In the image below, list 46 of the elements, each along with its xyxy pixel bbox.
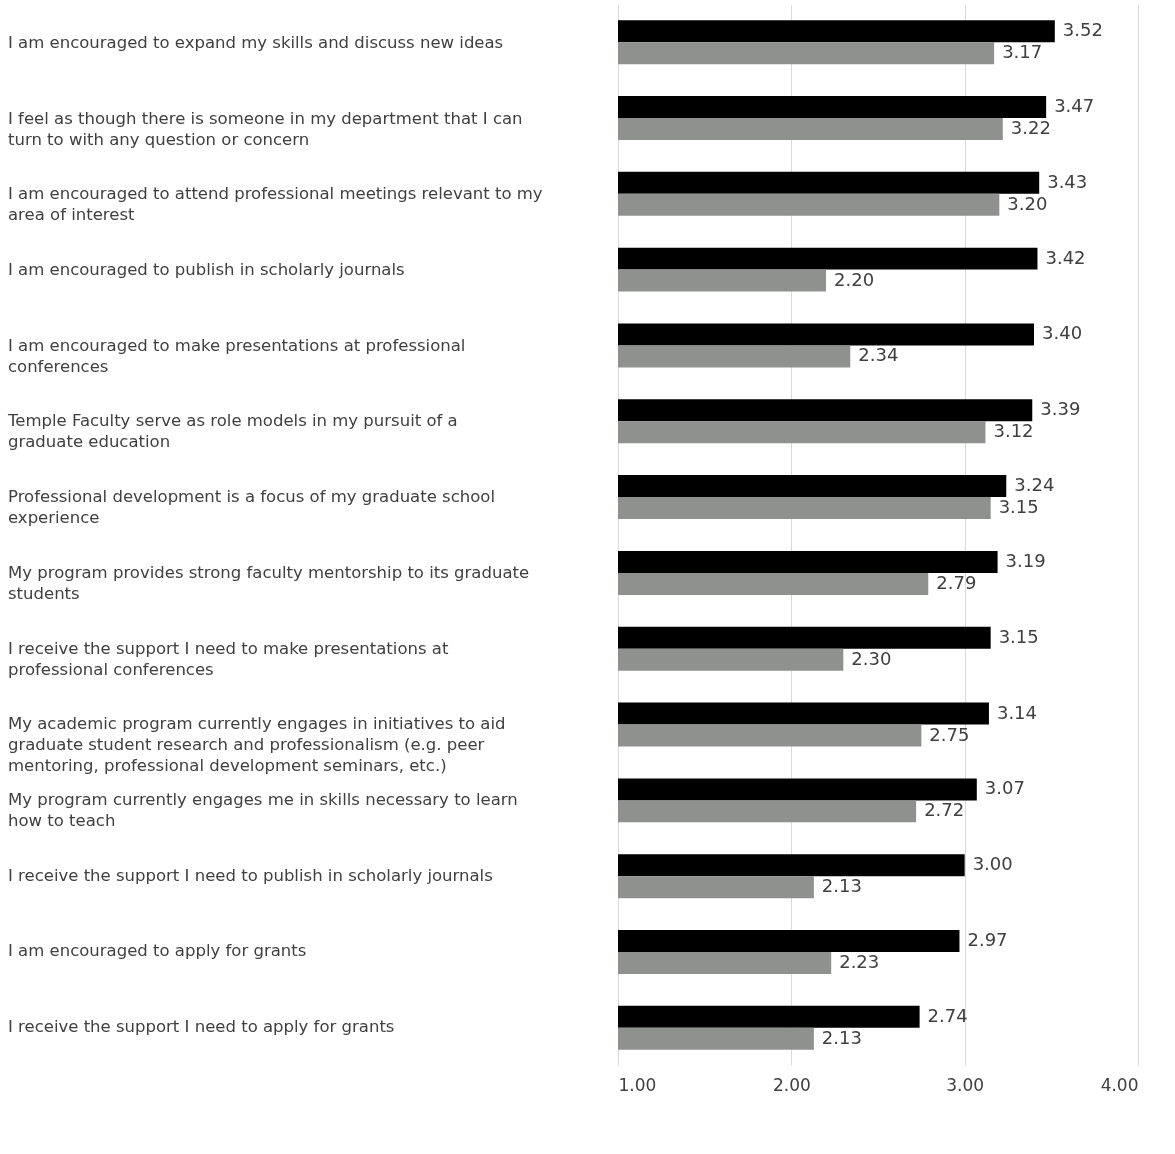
y-tick-label: Professional development is a focus of my graduate school experience: [8, 487, 495, 528]
y-tick-label: I am encouraged to publish in scholarly journals: [8, 260, 405, 279]
data-label: 3.15: [998, 496, 1039, 518]
data-label: 2.30: [851, 647, 892, 669]
y-tick-label: I am encouraged to apply for grants: [8, 941, 307, 961]
x-tick-label: 2.00: [772, 1074, 811, 1095]
data-label: 3.20: [1007, 192, 1048, 214]
data-label: 2.75: [929, 723, 970, 745]
data-label: 2.13: [821, 875, 862, 897]
data-label: 3.52: [1062, 19, 1103, 41]
data-label: 3.12: [993, 420, 1034, 442]
data-label: 3.19: [1005, 549, 1046, 571]
y-tick-label: I feel as though there is someone in my department that I can turn to with any question or concern: [8, 108, 523, 149]
data-label: 3.15: [998, 625, 1039, 647]
data-label: 3.00: [972, 853, 1013, 875]
y-tick-label: I receive the support I need to make presentations at professional conferences: [8, 638, 449, 679]
data-label: 3.39: [1040, 398, 1081, 420]
data-label: 3.43: [1047, 170, 1088, 192]
data-label: 2.72: [924, 799, 965, 821]
y-tick-label: Temple Faculty serve as role models in my pursuit of a graduate education: [7, 411, 458, 452]
data-label: 2.79: [936, 571, 977, 593]
y-tick-label: My academic program currently engages in initiatives to aid graduate student research and professionalism (e.g. peer mentoring, professional development seminars, etc.): [8, 714, 506, 776]
data-label: 3.40: [1042, 322, 1083, 344]
x-tick-label: 1.00: [618, 1074, 657, 1095]
data-label: 3.14: [996, 701, 1038, 723]
data-label: 2.97: [967, 929, 1008, 951]
y-tick-label: I am encouraged to make presentations at professional conferences: [8, 335, 466, 376]
y-tick-label: I am encouraged to expand my skills and discuss new ideas: [8, 32, 504, 52]
y-tick-label: My program currently engages me in skills necessary to learn how to teach: [8, 790, 518, 830]
data-label: 3.47: [1054, 94, 1095, 116]
data-label: 3.22: [1010, 116, 1051, 138]
data-label: 2.20: [834, 268, 875, 290]
data-label: 2.34: [858, 344, 899, 366]
y-tick-label: My program provides strong faculty mentorship to its graduate students: [8, 562, 530, 603]
data-label: 3.07: [984, 777, 1025, 799]
x-tick-label: 3.00: [946, 1074, 985, 1095]
data-label: 2.74: [927, 1004, 968, 1026]
y-tick-label: I receive the support I need to publish in scholarly journals: [8, 865, 493, 885]
data-label: 2.23: [839, 951, 880, 973]
y-tick-label: I receive the support I need to apply for grants: [8, 1017, 395, 1037]
data-label: 3.17: [1002, 41, 1043, 63]
x-tick-label: 4.00: [1100, 1074, 1139, 1095]
data-label: 3.42: [1045, 246, 1086, 268]
data-label: 2.13: [821, 1026, 862, 1048]
data-label: 3.24: [1014, 474, 1055, 496]
y-tick-label: I am encouraged to attend professional meetings relevant to my area of interest: [8, 184, 543, 225]
